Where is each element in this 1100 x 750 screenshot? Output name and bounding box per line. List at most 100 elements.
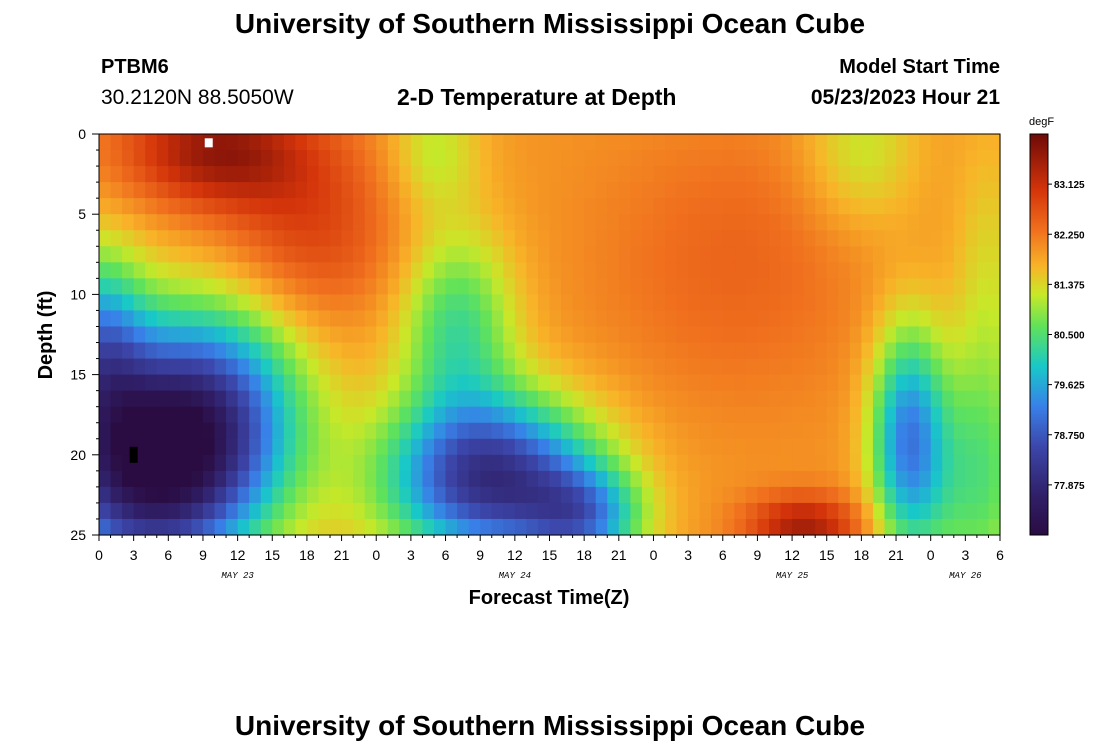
- heatmap-cell: [503, 166, 516, 183]
- heatmap-cell: [168, 262, 181, 279]
- heatmap-cell: [514, 150, 527, 167]
- heatmap-cell: [641, 406, 655, 424]
- heatmap-cell: [457, 374, 470, 392]
- heatmap-cell: [330, 342, 343, 360]
- heatmap-cell: [630, 326, 643, 344]
- heatmap-cell: [838, 422, 851, 440]
- heatmap-cell: [919, 486, 932, 504]
- heatmap-cell: [503, 422, 516, 440]
- heatmap-cell: [630, 278, 643, 295]
- heatmap-cell: [526, 438, 539, 456]
- heatmap-cell: [410, 454, 424, 472]
- heatmap-cell: [722, 358, 735, 376]
- heatmap-cell: [815, 486, 828, 504]
- heatmap-cell: [133, 326, 146, 344]
- heatmap-cell: [607, 246, 620, 263]
- heatmap-cell: [122, 518, 135, 536]
- heatmap-cell: [711, 198, 724, 215]
- heatmap-cell: [757, 502, 770, 520]
- heatmap-cell: [688, 214, 701, 231]
- heatmap-cell: [330, 374, 343, 392]
- heatmap-cell: [919, 422, 932, 440]
- heatmap-cell: [884, 406, 897, 424]
- heatmap-cell: [330, 358, 343, 376]
- heatmap-cell: [561, 230, 574, 247]
- heatmap-cell: [722, 502, 735, 520]
- heatmap-cell: [965, 278, 978, 295]
- heatmap-cell: [595, 310, 608, 328]
- heatmap-cell: [653, 262, 666, 279]
- heatmap-cell: [110, 310, 123, 328]
- heatmap-cell: [826, 166, 839, 183]
- heatmap-cell: [561, 182, 574, 199]
- heatmap-cell: [249, 310, 262, 328]
- heatmap-cell: [422, 390, 435, 408]
- heatmap-cell: [838, 166, 851, 183]
- heatmap-cell: [745, 470, 759, 488]
- heatmap-cell: [815, 470, 828, 488]
- heatmap-cell: [618, 486, 631, 504]
- heatmap-cell: [491, 150, 504, 167]
- heatmap-cell: [168, 342, 181, 360]
- heatmap-cell: [641, 182, 655, 199]
- heatmap-cell: [618, 278, 631, 295]
- heatmap-cell: [676, 230, 689, 247]
- heatmap-cell: [110, 438, 123, 456]
- heatmap-cell: [202, 182, 216, 199]
- heatmap-cell: [919, 406, 932, 424]
- heatmap-cell: [630, 134, 643, 151]
- heatmap-cell: [99, 310, 112, 328]
- heatmap-cell: [942, 294, 955, 312]
- heatmap-cell: [272, 374, 285, 392]
- heatmap-cell: [976, 294, 990, 312]
- heatmap-cell: [249, 422, 262, 440]
- heatmap-cell: [745, 326, 759, 344]
- heatmap-cell: [653, 182, 666, 199]
- heatmap-cell: [699, 246, 712, 263]
- heatmap-cell: [249, 182, 262, 199]
- heatmap-cell: [191, 214, 204, 231]
- x-tick-label: 21: [888, 547, 904, 563]
- heatmap-cell: [537, 342, 551, 360]
- heatmap-cell: [387, 214, 400, 231]
- heatmap-cell: [133, 518, 146, 536]
- heatmap-cell: [572, 230, 585, 247]
- heatmap-cell: [572, 246, 585, 263]
- heatmap-cell: [191, 422, 204, 440]
- heatmap-cell: [792, 134, 805, 151]
- heatmap-cell: [330, 470, 343, 488]
- heatmap-cell: [202, 294, 216, 312]
- heatmap-cell: [618, 246, 631, 263]
- heatmap-cell: [306, 198, 320, 215]
- heatmap-cell: [953, 470, 966, 488]
- model-start-value: 05/23/2023 Hour 21: [810, 86, 1000, 109]
- heatmap-cell: [387, 246, 400, 263]
- heatmap-cell: [214, 390, 227, 408]
- heatmap-cell: [792, 406, 805, 424]
- heatmap-cell: [976, 502, 990, 520]
- heatmap-cell: [965, 342, 978, 360]
- heatmap-cell: [526, 214, 539, 231]
- heatmap-cell: [353, 454, 366, 472]
- heatmap-cell: [896, 134, 909, 151]
- heatmap-cell: [410, 518, 424, 536]
- heatmap-cell: [965, 310, 978, 328]
- heatmap-cell: [399, 422, 412, 440]
- heatmap-cell: [549, 438, 562, 456]
- heatmap-cell: [838, 486, 851, 504]
- heatmap-cell: [676, 150, 689, 167]
- heatmap-cell: [561, 214, 574, 231]
- heatmap-cell: [722, 342, 735, 360]
- heatmap-cell: [179, 422, 193, 440]
- heatmap-cell: [202, 486, 216, 504]
- heatmap-cell: [399, 470, 412, 488]
- heatmap-cell: [745, 390, 759, 408]
- heatmap-cell: [295, 438, 308, 456]
- heatmap-cell: [156, 278, 169, 295]
- heatmap-cell: [364, 326, 377, 344]
- heatmap-cell: [260, 518, 273, 536]
- heatmap-cell: [445, 262, 458, 279]
- heatmap-cell: [976, 422, 990, 440]
- heatmap-cell: [376, 310, 389, 328]
- heatmap-cell: [872, 486, 886, 504]
